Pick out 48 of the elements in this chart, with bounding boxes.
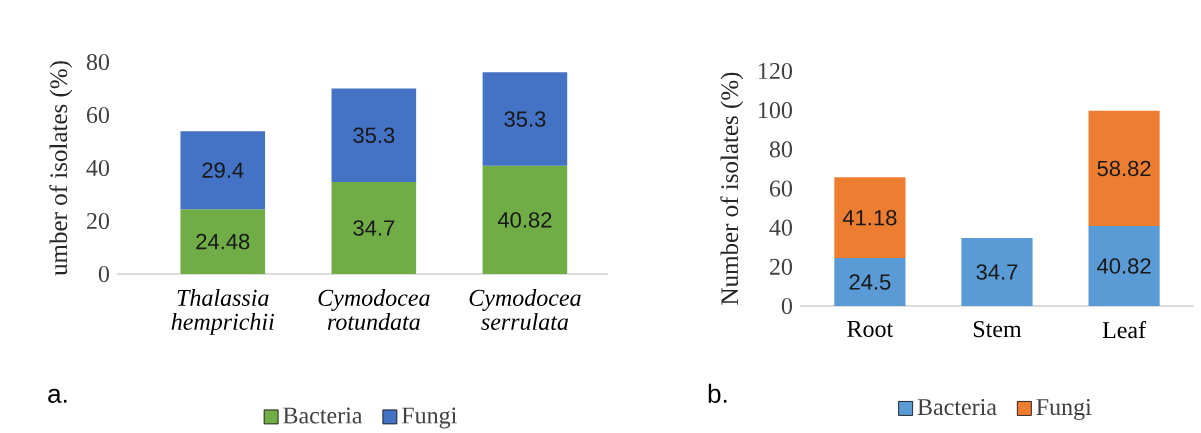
data-label: 40.82 — [497, 212, 552, 228]
legend-label: Bacteria — [917, 398, 997, 416]
x-tick-label: Stem — [973, 321, 1022, 338]
y-tick-label: 20 — [770, 258, 793, 275]
data-label: 58.82 — [1097, 160, 1151, 177]
x-tick-label: Root — [847, 321, 894, 337]
y-tick-label: 80 — [86, 53, 110, 71]
bar — [834, 177, 906, 259]
bar — [834, 258, 906, 306]
bar — [180, 131, 266, 210]
text: a. — [48, 388, 67, 403]
text: b. — [708, 383, 727, 403]
bar — [482, 72, 568, 166]
legend-label: Fungi — [1036, 398, 1092, 421]
data-label: 29.4 — [202, 162, 244, 178]
x-tick-label: Leaf — [1102, 321, 1147, 339]
legend-label: Bacteria — [283, 407, 363, 424]
bar — [1088, 226, 1160, 306]
bar — [961, 238, 1033, 306]
y-tick-label: 100 — [759, 102, 793, 119]
x-tick-label: Thalassia hemprichii — [171, 289, 275, 335]
data-label: 35.3 — [353, 127, 395, 144]
y-tick-label: 40 — [86, 159, 110, 177]
data-label: 40.82 — [1097, 258, 1151, 274]
bar — [1088, 110, 1160, 227]
legend-label: Fungi — [401, 407, 457, 429]
data-label: 35.3 — [504, 111, 546, 127]
data-label: 34.7 — [353, 220, 395, 236]
y-tick-label: 0 — [98, 265, 110, 283]
x-tick-label: Cymodocea rotundata — [318, 289, 430, 330]
y-tick-label: 20 — [87, 212, 110, 230]
bar — [331, 182, 417, 274]
data-label: 41.18 — [842, 209, 897, 226]
y-tick-label: 60 — [86, 106, 110, 124]
bar — [482, 165, 568, 274]
y-tick-label: 40 — [769, 219, 793, 236]
x-tick-label: Cymodocea serrulata — [469, 289, 581, 330]
bar — [180, 209, 266, 274]
y-tick-label: 120 — [759, 62, 793, 80]
y-axis-title: Number of isolates (%) — [720, 72, 744, 305]
y-tick-label: 0 — [781, 297, 793, 315]
data-label: 34.7 — [976, 264, 1018, 280]
y-tick-label: 80 — [769, 141, 793, 158]
data-label: 24.48 — [196, 233, 250, 250]
bar — [331, 88, 417, 183]
y-tick-label: 60 — [769, 180, 793, 197]
y-axis-title: umber of isolates (%) — [49, 61, 73, 276]
data-label: 24.5 — [849, 274, 891, 290]
